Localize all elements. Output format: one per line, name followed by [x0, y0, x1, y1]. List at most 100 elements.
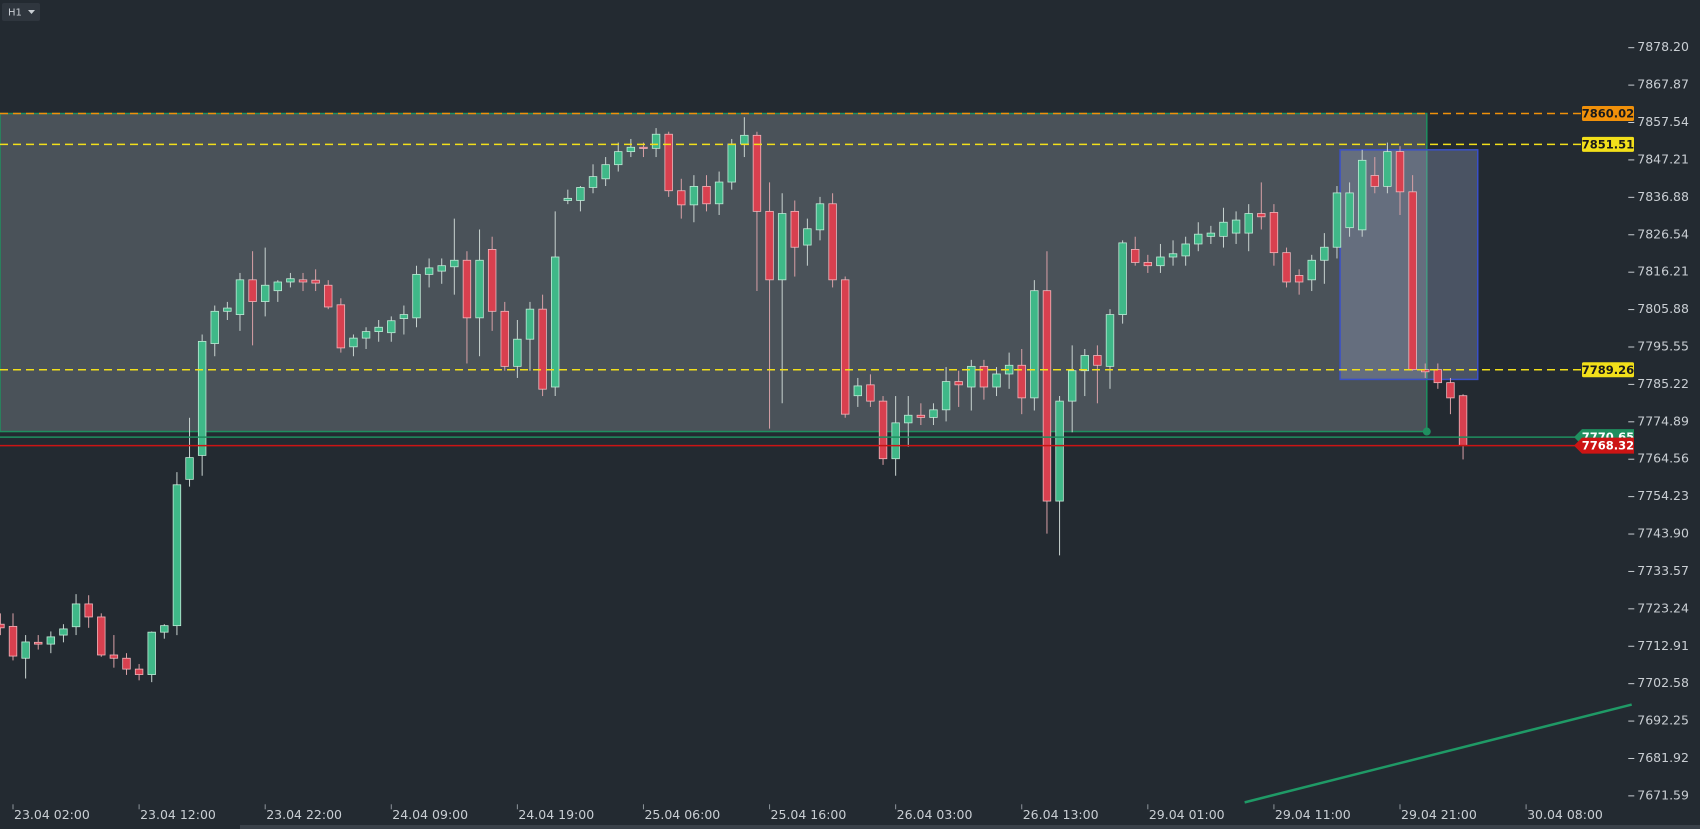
- timeframe-selector[interactable]: H1: [2, 3, 40, 21]
- y-tick-label: 7723.24: [1637, 600, 1689, 615]
- y-tick-label: 7764.56: [1637, 451, 1689, 466]
- candle-body: [702, 185, 711, 205]
- candle-body: [576, 187, 585, 201]
- candle-body: [1320, 246, 1329, 261]
- candle-body: [147, 631, 156, 675]
- x-tick-label: 25.04 16:00: [771, 807, 847, 822]
- y-tick-label: 7795.55: [1637, 338, 1689, 353]
- candle-body: [475, 259, 484, 319]
- candle-body: [803, 228, 812, 246]
- x-tick-label: 30.04 08:00: [1527, 807, 1603, 822]
- level-label-box: [1574, 437, 1634, 454]
- candle-body: [1433, 369, 1443, 384]
- candle-body: [1055, 400, 1064, 502]
- candle-body: [601, 164, 610, 180]
- x-tick-label: 23.04 12:00: [140, 807, 216, 822]
- level-label-box: [1582, 136, 1634, 152]
- candle-body: [34, 641, 43, 645]
- candle-body: [967, 365, 976, 388]
- y-tick-label: 7774.89: [1637, 413, 1689, 428]
- candle-body: [1332, 192, 1342, 248]
- candle-body: [979, 365, 989, 388]
- candle-body: [1282, 252, 1291, 283]
- level-label-box: [1582, 106, 1634, 122]
- trendline: [1244, 703, 1633, 804]
- x-tick-label: 24.04 19:00: [518, 807, 594, 822]
- candle-body: [122, 657, 131, 670]
- timeframe-box[interactable]: [2, 3, 40, 21]
- candle-body: [1458, 395, 1468, 446]
- y-tick-label: 7847.21: [1637, 151, 1689, 166]
- candle-body: [349, 337, 358, 348]
- candle-body: [1093, 355, 1102, 366]
- candle-body: [727, 143, 736, 183]
- candle-body: [677, 190, 686, 206]
- y-tick-label: 7785.22: [1637, 376, 1689, 391]
- candle-body: [109, 654, 119, 659]
- candle-body: [500, 310, 509, 367]
- candle-body: [172, 484, 182, 627]
- y-tick-label: 7867.87: [1637, 77, 1689, 92]
- y-tick-label: 7692.25: [1637, 713, 1689, 728]
- candle-body: [235, 279, 245, 315]
- candle-body: [752, 134, 762, 212]
- y-tick-label: 7681.92: [1637, 750, 1689, 765]
- x-tick-label: 29.04 01:00: [1149, 807, 1225, 822]
- candle-body: [1131, 248, 1140, 263]
- candle-body: [1383, 151, 1392, 187]
- candle-body: [1257, 213, 1266, 218]
- candle-body: [1030, 290, 1039, 399]
- timeframe-label[interactable]: H1: [8, 8, 22, 19]
- candle-body: [21, 641, 30, 659]
- candle-body: [765, 210, 774, 281]
- candle-body: [1231, 219, 1241, 234]
- candle-body: [0, 623, 5, 629]
- candle-body: [273, 281, 283, 292]
- level-label: 7768.32: [1582, 439, 1634, 453]
- candle-body: [462, 259, 472, 319]
- candle-body: [399, 314, 409, 319]
- candle-body: [614, 151, 623, 166]
- candle-body: [1105, 314, 1115, 367]
- candle-body: [134, 668, 144, 675]
- candle-body: [1294, 275, 1304, 283]
- candle-body: [626, 146, 636, 153]
- candle-body: [664, 133, 673, 192]
- candle-body: [777, 213, 787, 281]
- candle-body: [1357, 159, 1367, 231]
- candle-body: [513, 338, 522, 367]
- x-tick-label: 26.04 13:00: [1023, 807, 1099, 822]
- candle-body: [1395, 151, 1405, 193]
- candle-body: [891, 422, 900, 460]
- x-tick-label: 24.04 09:00: [392, 807, 468, 822]
- x-tick-label: 23.04 02:00: [14, 807, 90, 822]
- candle-body: [223, 307, 232, 312]
- candle-body: [538, 308, 547, 390]
- candle-body: [185, 457, 194, 480]
- level-label: 7851.51: [1582, 137, 1634, 151]
- candle-body: [689, 185, 699, 206]
- x-tick-label: 25.04 06:00: [644, 807, 720, 822]
- candle-body: [904, 414, 913, 424]
- x-tick-label: 26.04 03:00: [897, 807, 973, 822]
- x-tick-label: 29.04 21:00: [1401, 807, 1477, 822]
- candle-body: [841, 279, 850, 415]
- y-tick-label: 7857.54: [1637, 114, 1689, 129]
- y-tick-label: 7754.23: [1637, 488, 1689, 503]
- candle-body: [828, 203, 837, 281]
- candle-body: [1408, 191, 1417, 371]
- candle-body: [790, 210, 799, 248]
- level-label: 7789.26: [1582, 363, 1634, 377]
- candle-body: [916, 414, 926, 418]
- candle-body: [424, 267, 434, 275]
- candle-body: [853, 385, 863, 397]
- candle-body: [97, 616, 106, 656]
- candle-body: [563, 197, 573, 201]
- dropdown-arrow[interactable]: [28, 10, 35, 14]
- candle-body: [1269, 212, 1279, 254]
- level-label-box: [1582, 362, 1634, 378]
- candle-body: [740, 134, 749, 145]
